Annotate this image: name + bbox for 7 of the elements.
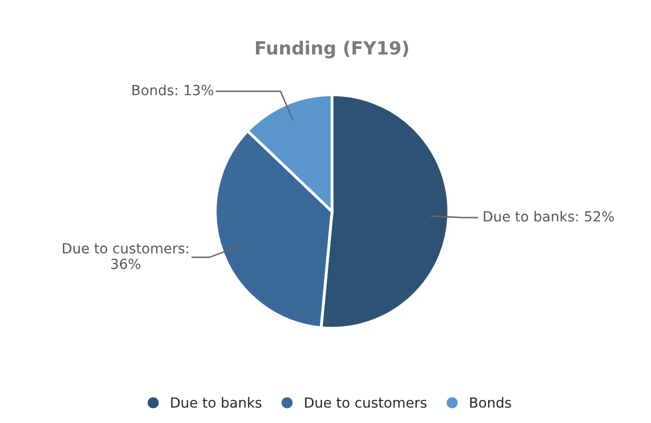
data-label: Due to customers: 36%	[62, 243, 188, 270]
legend-label: Bonds	[470, 397, 512, 408]
data-label: Bonds: 13%	[132, 84, 214, 96]
chart-title: Funding (FY19)	[256, 40, 408, 58]
data-label: Due to banks: 52%	[484, 210, 614, 222]
legend-label: Due to customers	[305, 397, 426, 408]
legend-label: Due to banks	[171, 397, 262, 408]
